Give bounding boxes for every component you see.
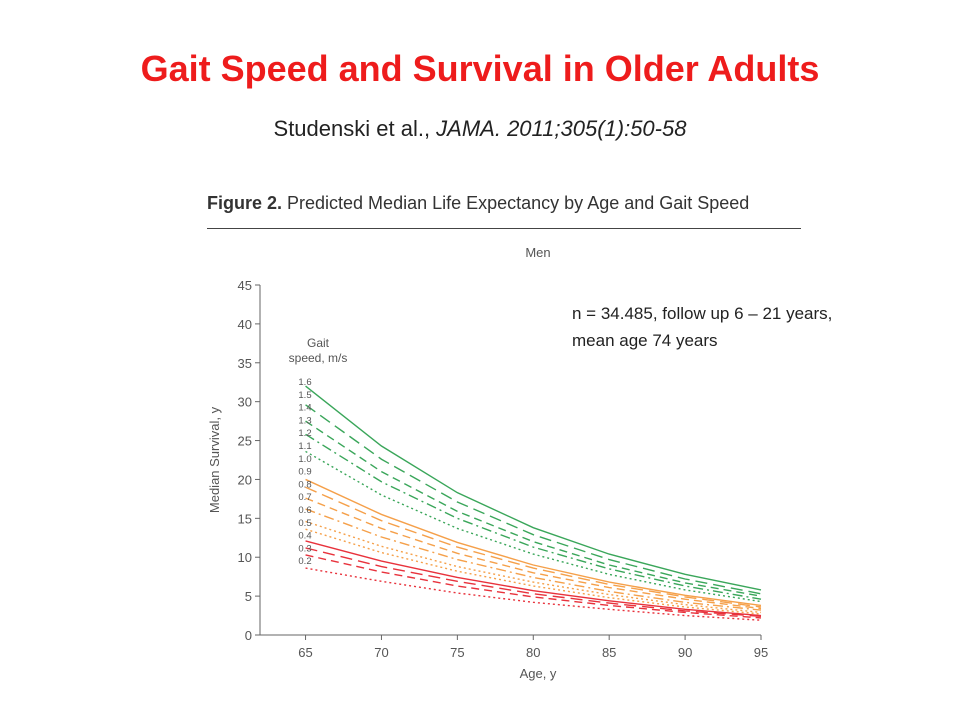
slide-title: Gait Speed and Survival in Older Adults	[140, 48, 820, 89]
x-axis-label: Age, y	[520, 666, 557, 681]
citation-journal: JAMA. 2011;305(1):50-58	[436, 116, 687, 141]
figure-caption-text: Predicted Median Life Expectancy by Age …	[282, 193, 750, 213]
citation: Studenski et al., JAMA. 2011;305(1):50-5…	[0, 116, 960, 142]
legend-label: 0.8	[298, 479, 311, 490]
y-tick-label: 45	[238, 278, 252, 293]
series-line-0-5	[305, 540, 762, 617]
series-line-0-8	[305, 508, 762, 611]
legend-title-gait: Gait	[307, 336, 330, 350]
figure-caption: Figure 2. Predicted Median Life Expectan…	[207, 193, 749, 214]
y-tick-label: 20	[238, 472, 252, 487]
study-note: n = 34.485, follow up 6 – 21 years, mean…	[572, 300, 832, 354]
y-tick-label: 15	[238, 511, 252, 526]
citation-authors: Studenski et al.,	[273, 116, 437, 141]
y-tick-label: 10	[238, 550, 252, 565]
y-tick-label: 35	[238, 356, 252, 371]
x-tick-label: 65	[298, 645, 312, 660]
legend-label: 1.0	[298, 454, 311, 465]
chart-title: Men	[525, 245, 550, 260]
legend-label: 0.4	[298, 531, 311, 542]
legend-label: 1.3	[298, 415, 311, 426]
series-line-1-2	[305, 450, 762, 603]
series-line-1-1	[305, 478, 762, 607]
legend-title-speed: speed, m/s	[289, 351, 348, 365]
x-tick-label: 70	[374, 645, 388, 660]
legend-label: 1.4	[298, 403, 311, 414]
y-axis-label: Median Survival, y	[207, 406, 222, 513]
x-tick-label: 95	[754, 645, 768, 660]
y-tick-label: 30	[238, 395, 252, 410]
x-tick-label: 80	[526, 645, 540, 660]
legend-label: 1.5	[298, 390, 311, 401]
y-tick-label: 40	[238, 317, 252, 332]
legend-label: 1.2	[298, 428, 311, 439]
series-line-1-0	[305, 486, 762, 608]
series-line-0-2	[305, 567, 762, 621]
legend-label: 0.2	[298, 556, 311, 567]
legend-label: 0.9	[298, 467, 311, 478]
series-line-0-3	[305, 554, 762, 619]
figure-label: Figure 2.	[207, 193, 283, 213]
series-line-1-4	[305, 420, 762, 597]
x-tick-label: 90	[678, 645, 692, 660]
legend-label: 0.7	[298, 492, 311, 503]
figure-divider	[207, 228, 801, 229]
legend-label: 0.3	[298, 543, 311, 554]
y-tick-label: 25	[238, 434, 252, 449]
series-line-1-3	[305, 433, 762, 600]
legend-label: 0.5	[298, 518, 311, 529]
series-line-1-5	[305, 404, 762, 595]
legend-label: 1.6	[298, 377, 311, 388]
legend-label: 0.6	[298, 505, 311, 516]
study-note-line-2: mean age 74 years	[572, 331, 718, 350]
legend-label: 1.1	[298, 441, 311, 452]
x-tick-label: 85	[602, 645, 616, 660]
x-tick-label: 75	[450, 645, 464, 660]
study-note-line-1: n = 34.485, follow up 6 – 21 years,	[572, 304, 833, 323]
series-line-0-7	[305, 520, 762, 614]
series-line-1-6	[305, 385, 762, 591]
series-line-0-9	[305, 497, 762, 610]
series-line-0-4	[305, 547, 762, 618]
y-tick-label: 0	[245, 628, 252, 643]
series-line-0-6	[305, 528, 762, 615]
y-tick-label: 5	[245, 589, 252, 604]
